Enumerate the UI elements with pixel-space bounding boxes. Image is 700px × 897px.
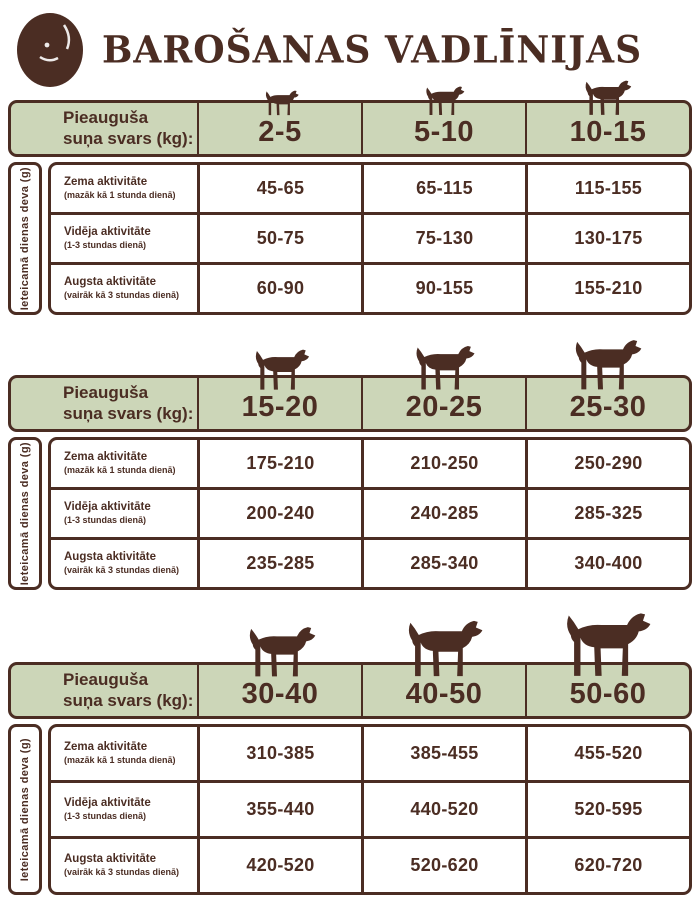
weight-range: 20-25 bbox=[361, 378, 525, 429]
activity-row-label: Augsta aktivitāte (vairāk kā 3 stundas d… bbox=[51, 265, 197, 312]
weight-range: 2-5 bbox=[197, 103, 361, 154]
daily-amount-side-label: Ieteicamā dienas deva (g) bbox=[8, 162, 42, 315]
feed-amount-cell: 420-520 bbox=[200, 839, 361, 892]
feeding-table-small-dogs: Pieauguša suņa svars (kg): 2-5 5-10 10-1… bbox=[8, 80, 692, 315]
feeding-values-grid: Zema aktivitāte (mazāk kā 1 stunda dienā… bbox=[48, 724, 692, 895]
feed-amount-cell: 200-240 bbox=[200, 490, 361, 537]
feed-amount-cell: 175-210 bbox=[200, 440, 361, 487]
dog-silhouette-icon bbox=[265, 90, 300, 116]
activity-row-label: Zema aktivitāte (mazāk kā 1 stunda dienā… bbox=[51, 727, 197, 780]
table-body: Ieteicamā dienas deva (g) Zema aktivitāt… bbox=[8, 724, 692, 895]
activity-row-label: Augsta aktivitāte (vairāk kā 3 stundas d… bbox=[51, 540, 197, 587]
activity-row-label: Vidēja aktivitāte (1-3 stundas dienā) bbox=[51, 783, 197, 836]
table-body: Ieteicamā dienas deva (g) Zema aktivitāt… bbox=[8, 437, 692, 590]
weight-header-line2: suņa svars (kg): bbox=[63, 403, 194, 423]
weight-header-line1: Pieauguša bbox=[63, 108, 149, 128]
weight-range: 50-60 bbox=[525, 665, 689, 716]
dog-silhouette-icon bbox=[405, 620, 484, 678]
dog-silhouette-icon bbox=[247, 626, 317, 678]
weight-header-label: Pieauguša suņa svars (kg): bbox=[11, 378, 197, 429]
feed-amount-cell: 240-285 bbox=[364, 490, 525, 537]
feed-amount-cell: 340-400 bbox=[528, 540, 689, 587]
dog-crest-logo-icon bbox=[17, 13, 83, 87]
activity-row-label: Vidēja aktivitāte (1-3 stundas dienā) bbox=[51, 490, 197, 537]
dog-silhouette-icon bbox=[573, 339, 643, 391]
feed-amount-cell: 115-155 bbox=[528, 165, 689, 212]
feed-amount-cell: 440-520 bbox=[364, 783, 525, 836]
feeding-table-large-dogs: Pieauguša suņa svars (kg): 30-40 40-50 5… bbox=[8, 613, 692, 895]
feed-amount-cell: 65-115 bbox=[364, 165, 525, 212]
feed-amount-cell: 210-250 bbox=[364, 440, 525, 487]
feed-amount-cell: 45-65 bbox=[200, 165, 361, 212]
feeding-values-grid: Zema aktivitāte (mazāk kā 1 stunda dienā… bbox=[48, 437, 692, 590]
feed-amount-cell: 285-325 bbox=[528, 490, 689, 537]
weight-range: 30-40 bbox=[197, 665, 361, 716]
daily-amount-side-label: Ieteicamā dienas deva (g) bbox=[8, 437, 42, 590]
feed-amount-cell: 285-340 bbox=[364, 540, 525, 587]
feed-amount-cell: 60-90 bbox=[200, 265, 361, 312]
feed-amount-cell: 155-210 bbox=[528, 265, 689, 312]
table-body: Ieteicamā dienas deva (g) Zema aktivitāt… bbox=[8, 162, 692, 315]
activity-row-label: Augsta aktivitāte (vairāk kā 3 stundas d… bbox=[51, 839, 197, 892]
dog-silhouette-icon bbox=[583, 80, 632, 116]
feed-amount-cell: 130-175 bbox=[528, 215, 689, 262]
feeding-values-grid: Zema aktivitāte (mazāk kā 1 stunda dienā… bbox=[48, 162, 692, 315]
weight-range: 10-15 bbox=[525, 103, 689, 154]
feed-amount-cell: 50-75 bbox=[200, 215, 361, 262]
weight-header-band: Pieauguša suņa svars (kg): 2-5 5-10 10-1… bbox=[8, 80, 692, 157]
weight-range: 25-30 bbox=[525, 378, 689, 429]
feed-amount-cell: 235-285 bbox=[200, 540, 361, 587]
dog-silhouette-icon bbox=[424, 86, 465, 116]
activity-row-label: Zema aktivitāte (mazāk kā 1 stunda dienā… bbox=[51, 165, 197, 212]
weight-range: 40-50 bbox=[361, 665, 525, 716]
activity-row-label: Vidēja aktivitāte (1-3 stundas dienā) bbox=[51, 215, 197, 262]
weight-header-line2: suņa svars (kg): bbox=[63, 128, 194, 148]
feed-amount-cell: 520-620 bbox=[364, 839, 525, 892]
dog-silhouette-icon bbox=[563, 612, 652, 678]
dog-silhouette-icon bbox=[414, 345, 476, 391]
feed-amount-cell: 75-130 bbox=[364, 215, 525, 262]
dog-silhouette-icon bbox=[254, 349, 311, 391]
feed-amount-cell: 620-720 bbox=[528, 839, 689, 892]
activity-row-label: Zema aktivitāte (mazāk kā 1 stunda dienā… bbox=[51, 440, 197, 487]
feed-amount-cell: 250-290 bbox=[528, 440, 689, 487]
feeding-table-medium-dogs: Pieauguša suņa svars (kg): 15-20 20-25 2… bbox=[8, 340, 692, 590]
weight-header-label: Pieauguša suņa svars (kg): bbox=[11, 103, 197, 154]
feed-amount-cell: 520-595 bbox=[528, 783, 689, 836]
weight-header-line2: suņa svars (kg): bbox=[63, 690, 194, 710]
weight-header-label: Pieauguša suņa svars (kg): bbox=[11, 665, 197, 716]
weight-range: 5-10 bbox=[361, 103, 525, 154]
weight-header-line1: Pieauguša bbox=[63, 670, 149, 690]
feed-amount-cell: 310-385 bbox=[200, 727, 361, 780]
feed-amount-cell: 90-155 bbox=[364, 265, 525, 312]
feed-amount-cell: 455-520 bbox=[528, 727, 689, 780]
weight-header-band: Pieauguša suņa svars (kg): 30-40 40-50 5… bbox=[8, 613, 692, 719]
feed-amount-cell: 385-455 bbox=[364, 727, 525, 780]
weight-range: 15-20 bbox=[197, 378, 361, 429]
daily-amount-side-label: Ieteicamā dienas deva (g) bbox=[8, 724, 42, 895]
feed-amount-cell: 355-440 bbox=[200, 783, 361, 836]
weight-header-band: Pieauguša suņa svars (kg): 15-20 20-25 2… bbox=[8, 340, 692, 432]
title-bar: BAROŠANAS VADLĪNIJAS bbox=[0, 0, 700, 92]
weight-header-line1: Pieauguša bbox=[63, 383, 149, 403]
page-title: BAROŠANAS VADLĪNIJAS bbox=[102, 27, 643, 73]
